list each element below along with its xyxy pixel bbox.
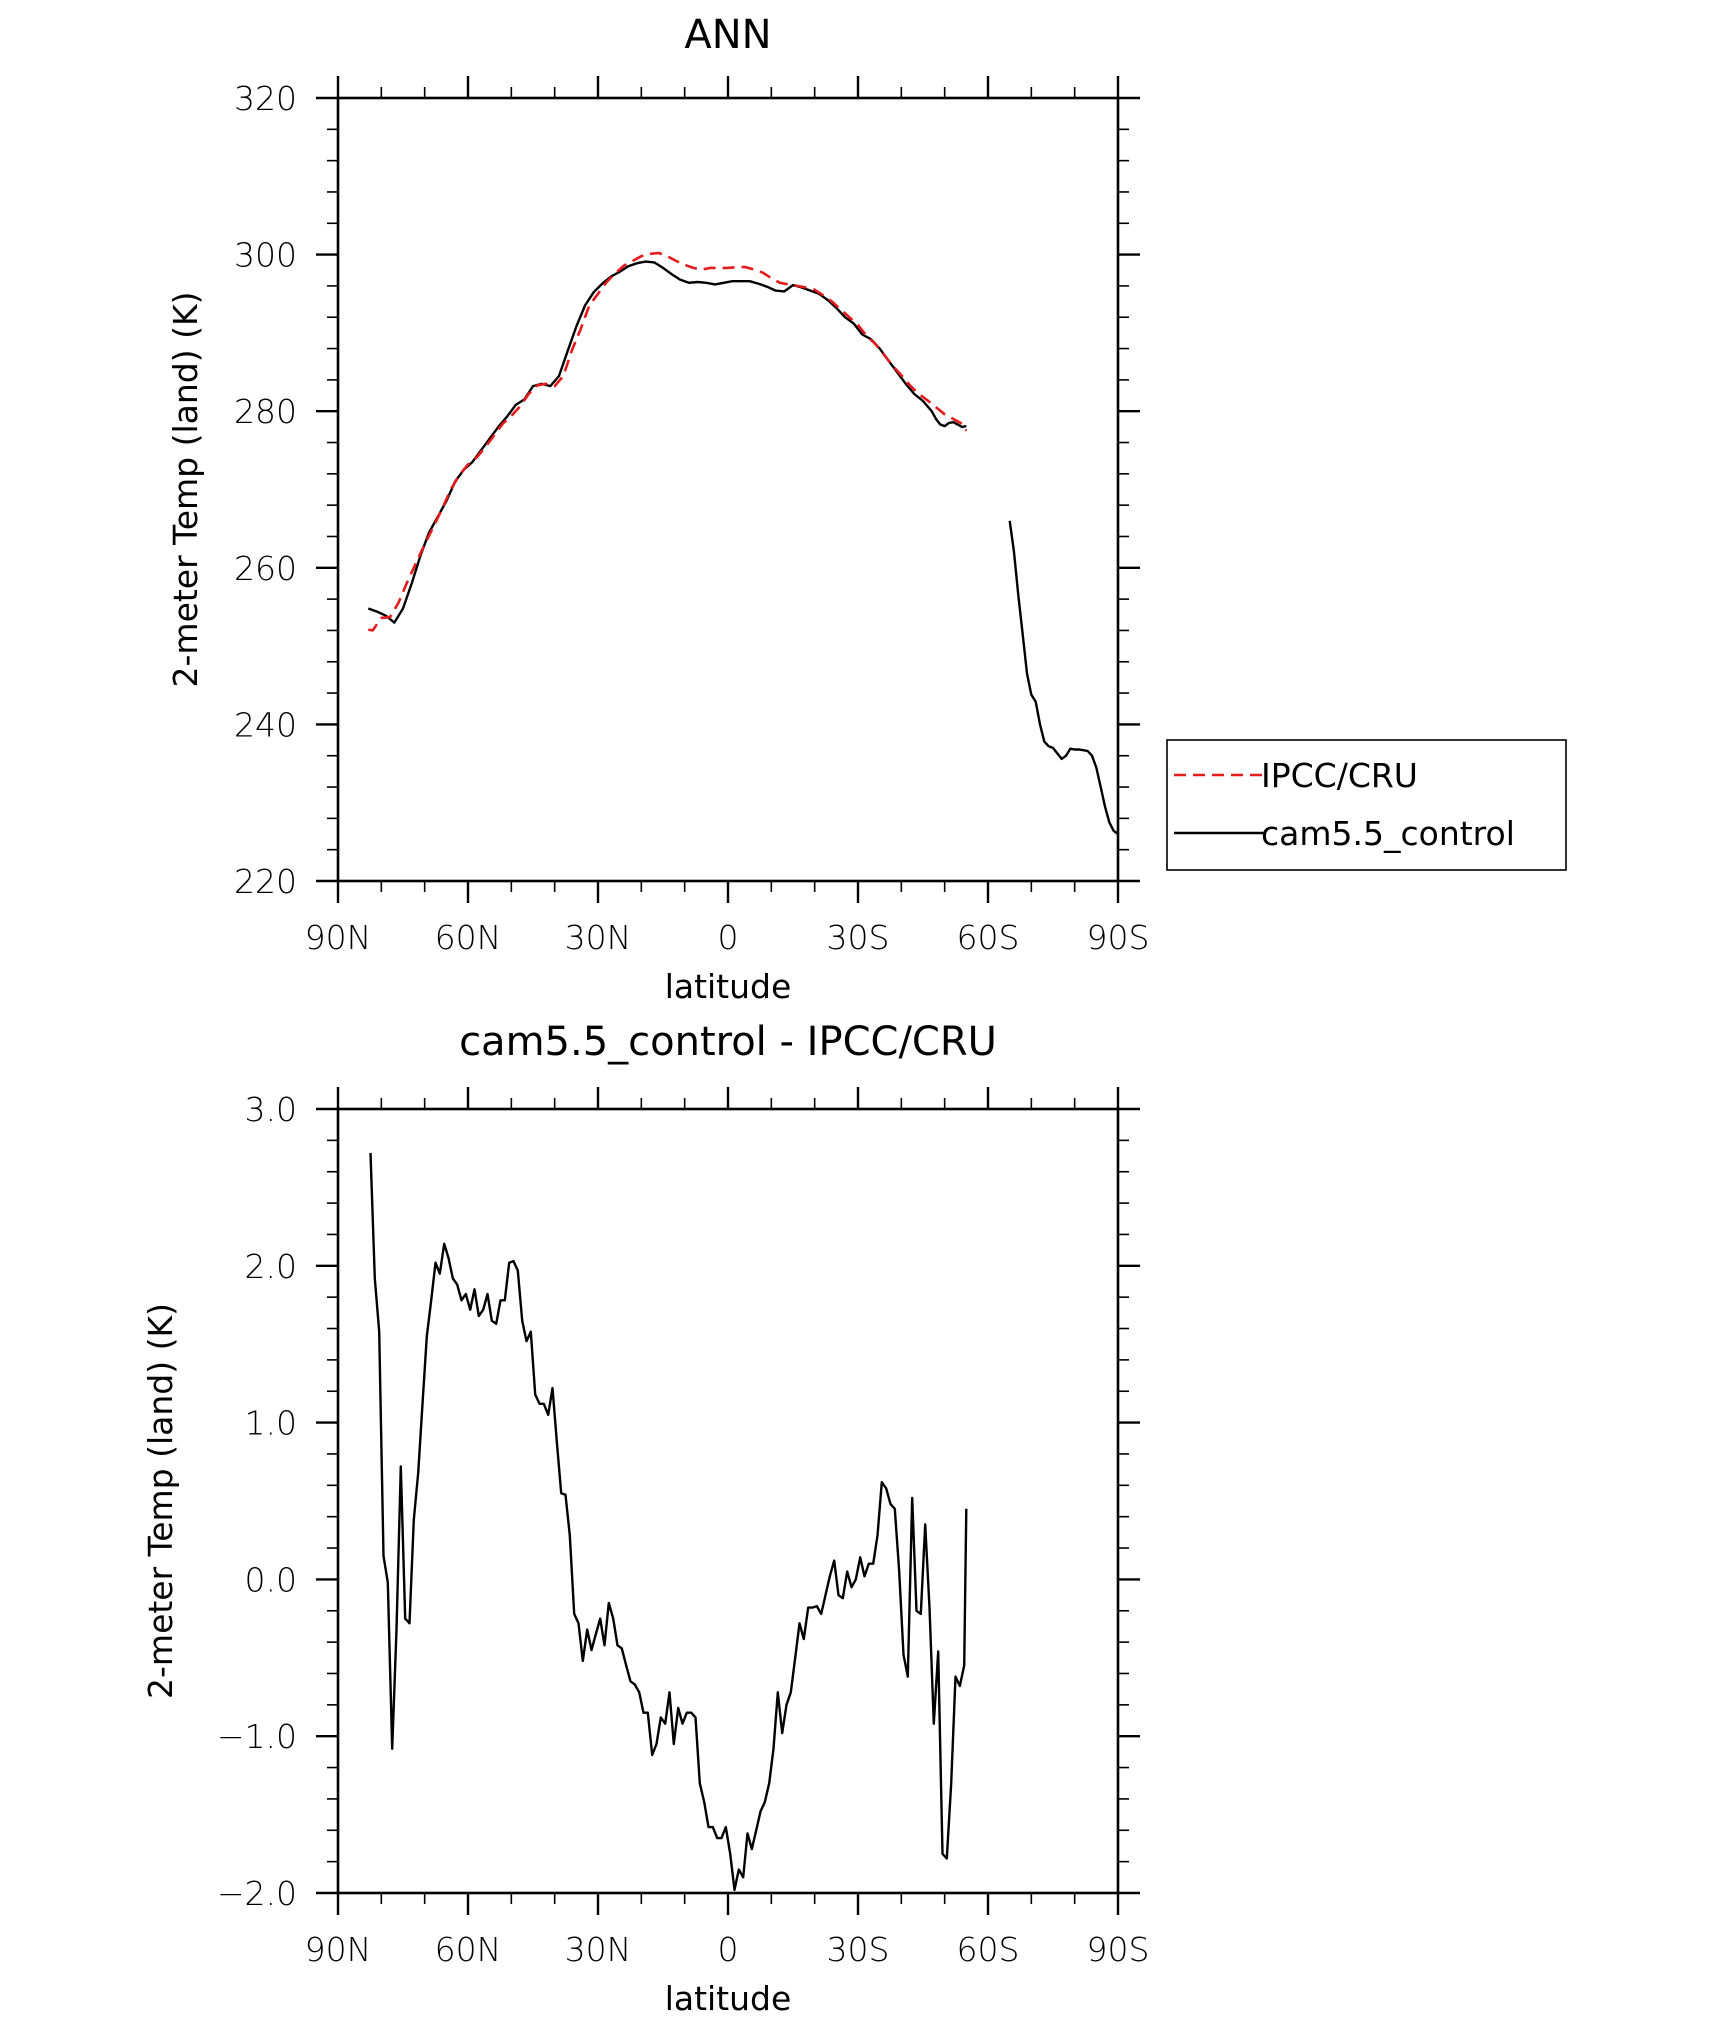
x-tick-label: 30S	[827, 1930, 890, 1969]
y-tick-label: 320	[234, 79, 297, 118]
series-line-cam5-5-control	[367, 260, 967, 624]
x-tick-label: 60N	[435, 1930, 502, 1969]
x-tick-label: 0	[718, 1930, 739, 1969]
plot-frame	[336, 1107, 1120, 1895]
x-axis-label: latitude	[665, 967, 792, 1006]
series-line-ipcc-cru	[368, 251, 968, 632]
x-tick-label: 90S	[1087, 1930, 1150, 1969]
chart-panel-difference: cam5.5_control - IPCC/CRU 90N 60N 30N 0 30S 60…	[141, 1019, 1149, 2018]
legend-label-cam5-5-control: cam5.5_control	[1261, 814, 1515, 853]
y-tick-label: 240	[234, 705, 297, 744]
legend-label-ipcc-cru: IPCC/CRU	[1261, 756, 1418, 795]
chart-panel-annual-mean: ANN 90N 60N 30N 0 30S 60S 90S 220 240 260 280 300 320…	[166, 12, 1567, 1006]
x-tick-label: 90N	[305, 1930, 372, 1969]
y-axis-label: 2-meter Temp (land) (K)	[141, 1303, 180, 1699]
x-tick-label: 60S	[957, 1930, 1020, 1969]
x-tick-label: 30S	[827, 918, 890, 957]
series-line-difference	[369, 1152, 968, 1892]
y-tick-label: −2.0	[217, 1874, 297, 1913]
chart-title: cam5.5_control - IPCC/CRU	[459, 1019, 997, 1065]
y-tick-label: −1.0	[217, 1717, 297, 1756]
x-tick-label: 30N	[565, 918, 632, 957]
x-tick-label: 90S	[1087, 918, 1150, 957]
y-tick-label: 2.0	[245, 1247, 297, 1286]
x-axis-label: latitude	[665, 1979, 792, 2018]
x-tick-label: 60N	[435, 918, 502, 957]
y-tick-label: 220	[234, 862, 297, 901]
y-tick-label: 3.0	[245, 1090, 297, 1129]
chart-title: ANN	[684, 12, 771, 58]
x-tick-label: 0	[718, 918, 739, 957]
y-tick-label: 260	[234, 549, 297, 588]
legend	[1166, 739, 1567, 871]
y-tick-label: 280	[234, 392, 297, 431]
y-axis-label: 2-meter Temp (land) (K)	[166, 292, 205, 688]
x-tick-label: 90N	[305, 918, 372, 957]
y-tick-label: 0.0	[245, 1560, 297, 1599]
y-tick-label: 1.0	[245, 1404, 297, 1443]
x-tick-label: 60S	[957, 918, 1020, 957]
series-line-cam5-5-control	[1008, 520, 1119, 835]
y-tick-label: 300	[234, 236, 297, 275]
plot-frame	[336, 96, 1120, 883]
x-tick-label: 30N	[565, 1930, 632, 1969]
